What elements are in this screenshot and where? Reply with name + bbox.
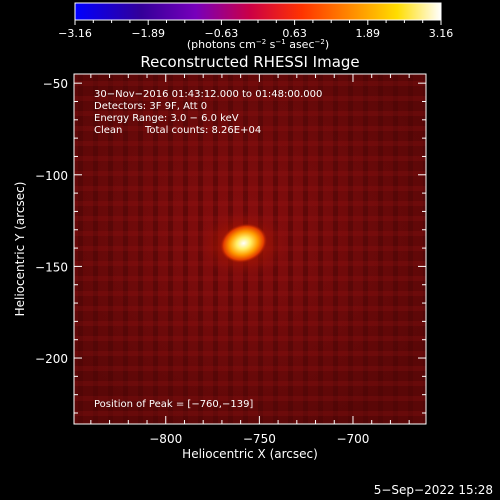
- chart-title: Reconstructed RHESSI Image: [140, 53, 359, 71]
- heatmap-image: [74, 74, 426, 424]
- colorbar-tick-label: −3.16: [58, 27, 92, 40]
- y-tick-labels: −50 −100 −150 −200: [35, 77, 68, 366]
- colorbar-tick-label: −0.63: [205, 27, 239, 40]
- x-tick-label: −800: [149, 432, 182, 446]
- source-core: [220, 223, 268, 263]
- colorbar-gradient: [74, 2, 442, 21]
- annotation-energy-range: Energy Range: 3.0 − 6.0 keV: [94, 113, 239, 124]
- x-tick-label: −750: [243, 432, 276, 446]
- y-tick-label: −100: [35, 169, 68, 183]
- y-tick-label: −150: [35, 260, 68, 274]
- image-annotations: 30−Nov−2016 01:43:12.000 to 01:48:00.000…: [94, 89, 322, 410]
- footer-date: 5−Sep−2022 15:28: [374, 483, 493, 497]
- colorbar-tick-label: 3.16: [429, 27, 454, 40]
- colorbar-tick-label: 0.63: [282, 27, 307, 40]
- y-axis-label: Heliocentric Y (arcsec): [13, 182, 27, 317]
- annotation-total-counts: Total counts: 8.26E+04: [144, 125, 261, 136]
- x-tick-labels: −800 −750 −700: [149, 432, 369, 446]
- y-tick-label: −50: [43, 77, 68, 91]
- colorbar-unit-label: (photons cm−2 s−1 asec−2): [187, 38, 329, 51]
- x-axis-label: Heliocentric X (arcsec): [182, 447, 318, 461]
- annotation-algorithm: Clean: [94, 125, 122, 136]
- colorbar-tick-labels: −3.16 −1.89 −0.63 0.63 1.89 3.16: [58, 27, 453, 40]
- annotation-detectors: Detectors: 3F 9F, Att 0: [94, 101, 207, 112]
- colorbar-tick-label: −1.89: [131, 27, 165, 40]
- colorbar-tick-label: 1.89: [356, 27, 381, 40]
- x-tick-label: −700: [336, 432, 369, 446]
- annotation-time-range: 30−Nov−2016 01:43:12.000 to 01:48:00.000: [94, 89, 322, 100]
- colorbar-ticks: [74, 20, 442, 25]
- colorbar: −3.16 −1.89 −0.63 0.63 1.89 3.16 (photons cm−…: [58, 2, 453, 51]
- axis-ticks: [74, 74, 426, 424]
- annotation-peak-position: Position of Peak = [−760,−139]: [94, 399, 253, 410]
- plot-frame: [73, 73, 427, 425]
- y-tick-label: −200: [35, 352, 68, 366]
